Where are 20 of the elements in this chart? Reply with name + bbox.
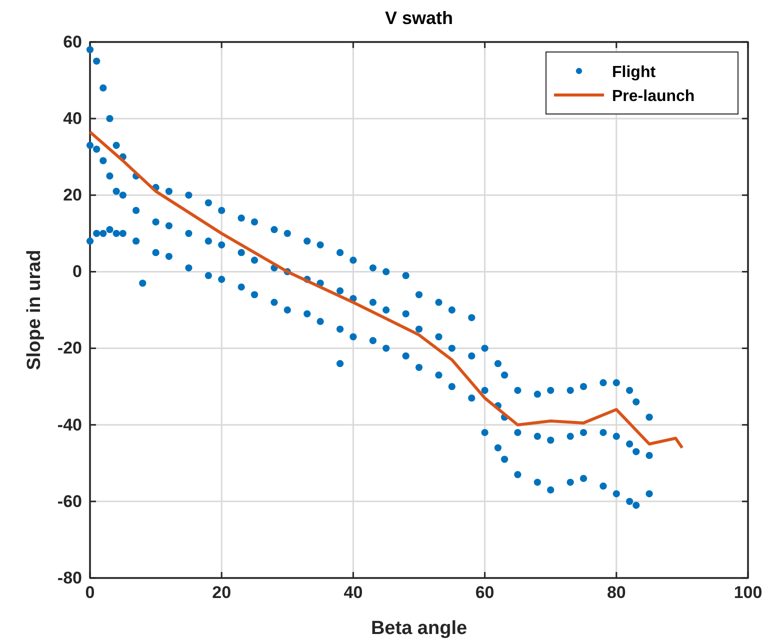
legend-label: Flight xyxy=(612,64,656,81)
y-tick-label: 0 xyxy=(72,262,82,282)
x-tick-label: 20 xyxy=(212,583,232,602)
x-tick-label: 40 xyxy=(344,583,363,602)
y-tick-label: -40 xyxy=(57,415,82,434)
y-tick-label: 20 xyxy=(63,186,82,205)
y-tick-label: -20 xyxy=(57,338,82,358)
y-tick-label: -60 xyxy=(57,492,82,511)
x-tick-label: 0 xyxy=(85,583,95,602)
y-tick-label: 60 xyxy=(63,32,82,52)
x-axis-title: Beta angle xyxy=(370,618,468,639)
y-axis-title: Slope in urad xyxy=(24,250,45,370)
y-tick-label: -80 xyxy=(57,568,82,588)
legend-label: Pre-launch xyxy=(612,88,695,105)
x-tick-label: 80 xyxy=(606,583,626,602)
chart-title: V swath xyxy=(384,8,454,28)
x-tick-label: 100 xyxy=(734,583,762,602)
y-tick-label: 40 xyxy=(63,109,82,128)
x-tick-label: 60 xyxy=(475,583,494,602)
line-series xyxy=(88,130,684,450)
